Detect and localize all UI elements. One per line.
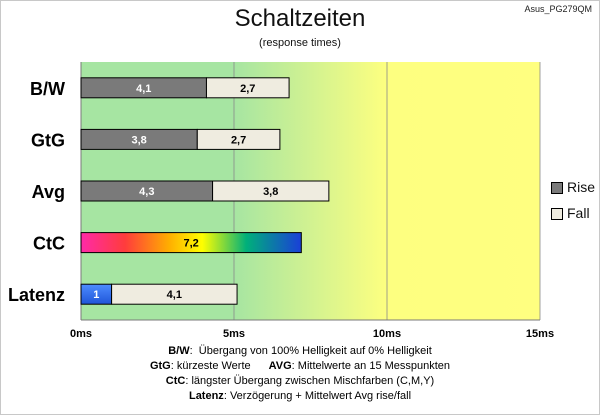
note-bw: B/W: Übergang von 100% Helligkeit auf 0%… [168, 345, 432, 357]
category-label: GtG [31, 130, 65, 150]
fall-bar [212, 180, 330, 202]
note-bw-text: Übergang von 100% Helligkeit auf 0% Hell… [198, 345, 432, 357]
category-label: CtC [33, 234, 65, 254]
x-tick-label: 15ms [526, 328, 554, 340]
note-latenz-text: Verzögerung + Mittelwert Avg rise/fall [229, 390, 412, 402]
rise-value-label: 7,2 [184, 238, 199, 250]
rise-value-label: 3,8 [131, 134, 146, 146]
legend-fall-swatch [551, 208, 563, 221]
footnotes: B/W: Übergang von 100% Helligkeit auf 0%… [0, 344, 600, 404]
fall-value-label: 2,7 [231, 134, 246, 146]
note-ctc-text: längster Übergang zwischen Mischfarben (… [191, 375, 435, 387]
rise-bar [80, 232, 302, 254]
note-avg-key: AVG [268, 360, 292, 372]
fall-value-label: 3,8 [263, 186, 278, 198]
note-gtg: GtG: kürzeste Werte AVG: Mittelwerte an 1… [149, 360, 451, 372]
legend-fall-label: Fall [567, 205, 590, 221]
note-ctc: CtC: längster Übergang zwischen Mischfar… [165, 375, 435, 387]
note-latenz: Latenz: Verzögerung + Mittelwert Avg ris… [188, 390, 412, 402]
legend-rise-label: Rise [567, 179, 596, 195]
rise-value-label: 4,3 [139, 186, 154, 198]
note-ctc-key: CtC [165, 375, 186, 387]
legend-rise-swatch [551, 182, 563, 195]
fall-bar [111, 283, 238, 305]
fall-bar [196, 128, 281, 150]
fall-value-label: 4,1 [167, 289, 182, 301]
legend-fall: Fall [551, 205, 590, 221]
category-label: Latenz [8, 285, 65, 305]
note-avg-text: Mittelwerte an 15 Messpunkten [297, 360, 451, 372]
chart-subtitle: (response times) [259, 37, 341, 49]
fall-bar [205, 77, 290, 99]
fall-value-label: 2,7 [240, 83, 255, 95]
x-tick-label: 10ms [373, 328, 401, 340]
chart-title: Schaltzeiten [234, 5, 366, 32]
rise-value-label: 1 [93, 289, 99, 301]
device-label: Asus_PG279QM [524, 4, 592, 14]
x-tick-label: 0ms [70, 328, 92, 340]
note-gtg-key: GtG [149, 360, 171, 372]
note-bw-key: B/W [168, 345, 190, 357]
note-gtg-text: kürzeste Werte [176, 360, 251, 372]
category-label: Avg [32, 182, 65, 202]
note-latenz-key: Latenz [188, 390, 224, 402]
rise-value-label: 4,1 [136, 83, 151, 95]
legend-rise: Rise [551, 179, 595, 195]
category-label: B/W [30, 79, 65, 99]
x-tick-label: 5ms [223, 328, 245, 340]
